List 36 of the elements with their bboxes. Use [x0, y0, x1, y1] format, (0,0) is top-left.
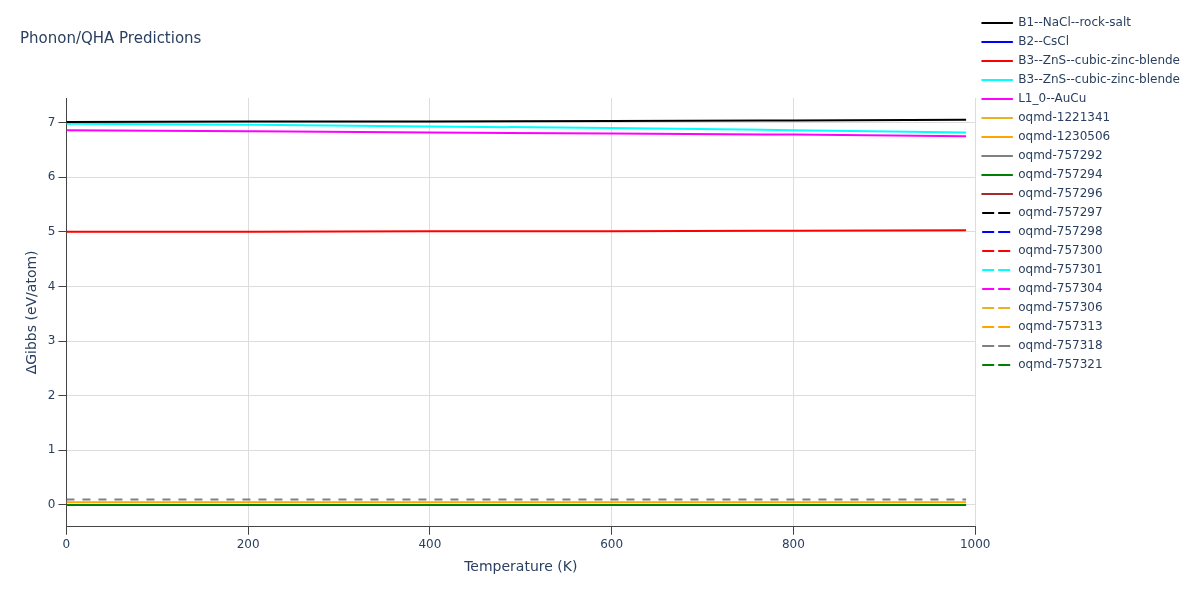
legend-label: oqmd-757321	[1018, 357, 1103, 372]
x-tick-label: 200	[236, 537, 260, 552]
legend-label: B1--NaCl--rock-salt	[1018, 15, 1132, 30]
y-tick-label: 2	[47, 387, 56, 402]
legend-label: oqmd-757297	[1018, 205, 1103, 220]
chart-title: Phonon/QHA Predictions	[20, 28, 202, 47]
y-tick-label: 5	[47, 223, 56, 238]
y-tick-label: 3	[47, 333, 56, 348]
x-axis-title: Temperature (K)	[463, 558, 578, 575]
x-tick-label: 1000	[959, 537, 991, 552]
y-tick-label: 1	[47, 442, 56, 457]
legend-label: oqmd-1230506	[1018, 129, 1111, 144]
x-tick-label: 400	[418, 537, 442, 552]
legend-label: oqmd-757313	[1018, 319, 1103, 334]
legend-label: oqmd-757318	[1018, 338, 1103, 353]
y-tick-label: 6	[47, 169, 56, 184]
legend-label: oqmd-757294	[1018, 167, 1103, 182]
legend-label: oqmd-757292	[1018, 148, 1103, 163]
x-tick-label: 600	[600, 537, 624, 552]
legend-label: oqmd-757300	[1018, 243, 1103, 258]
y-tick-label: 7	[47, 114, 56, 129]
legend-label: oqmd-757301	[1018, 262, 1103, 277]
y-tick-label: 0	[47, 497, 56, 512]
legend-label: oqmd-757304	[1018, 281, 1103, 296]
legend-label: B3--ZnS--cubic-zinc-blende	[1018, 72, 1181, 87]
legend-label: L1_0--AuCu	[1018, 91, 1087, 106]
y-tick-label: 4	[47, 278, 56, 293]
legend-label: oqmd-1221341	[1018, 110, 1111, 125]
legend-label: oqmd-757296	[1018, 186, 1103, 201]
legend-label: oqmd-757298	[1018, 224, 1103, 239]
x-tick-label: 0	[62, 537, 71, 552]
legend-label: B3--ZnS--cubic-zinc-blende	[1018, 53, 1181, 68]
legend-label: oqmd-757306	[1018, 300, 1103, 315]
legend-label: B2--CsCl	[1018, 34, 1070, 49]
y-axis-title: ΔGibbs (eV/atom)	[23, 250, 40, 375]
x-tick-label: 800	[781, 537, 805, 552]
